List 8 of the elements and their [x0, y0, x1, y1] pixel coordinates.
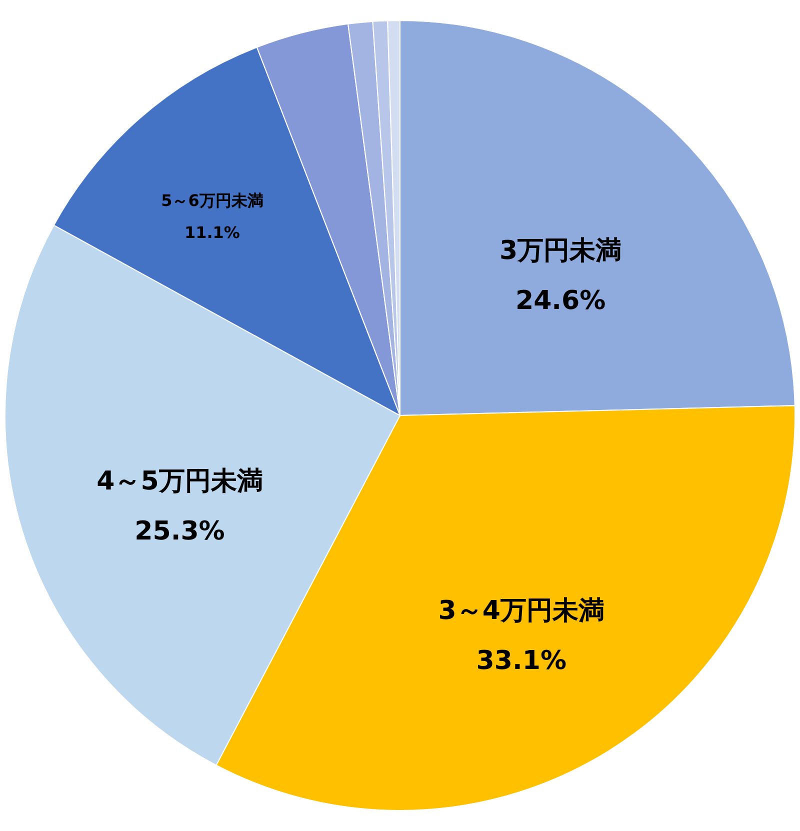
- data-label: 25.3%: [134, 516, 225, 547]
- data-label: 11.1%: [184, 223, 240, 242]
- slice-label: 3～4万円未満: [438, 596, 604, 626]
- slice-label: 5～6万円未満: [161, 191, 264, 210]
- data-label: 33.1%: [476, 646, 567, 676]
- slice-label: 4～5万円未満: [96, 466, 263, 497]
- data-label: 24.6%: [515, 286, 606, 316]
- slice-label: 3万円未満: [500, 236, 622, 266]
